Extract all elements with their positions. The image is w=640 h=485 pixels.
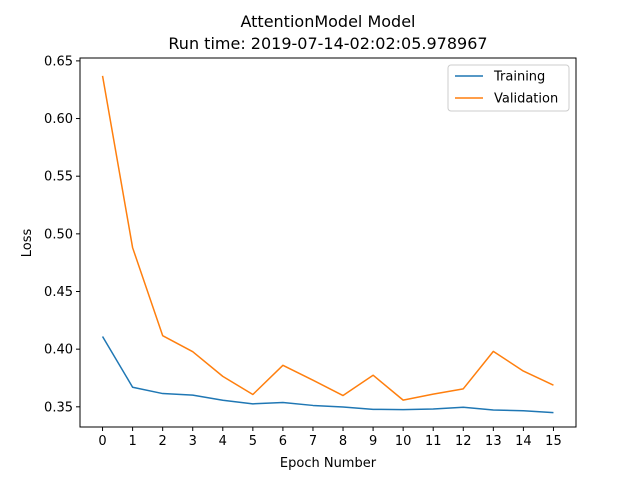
- x-tick-label: 8: [339, 434, 347, 449]
- legend-label-training: Training: [493, 70, 545, 85]
- x-tick-label: 11: [425, 434, 442, 449]
- x-tick-label: 2: [159, 434, 167, 449]
- y-tick-label: 0.35: [44, 400, 73, 415]
- chart-subtitle: Run time: 2019-07-14-02:02:05.978967: [168, 34, 487, 53]
- x-tick-label: 6: [279, 434, 287, 449]
- x-tick-label: 14: [515, 434, 532, 449]
- y-axis-ticks: 0.35 0.40 0.45 0.50 0.55 0.60 0.65: [44, 54, 80, 415]
- x-tick-label: 1: [128, 434, 136, 449]
- series-line-training: [103, 336, 554, 412]
- series-layer: [102, 76, 553, 413]
- x-tick-label: 9: [369, 434, 377, 449]
- plot-frame: [80, 58, 576, 427]
- chart-title: AttentionModel Model: [240, 12, 415, 31]
- y-tick-label: 0.50: [44, 227, 73, 242]
- x-tick-label: 4: [219, 434, 227, 449]
- legend-label-validation: Validation: [494, 92, 558, 107]
- x-tick-label: 15: [545, 434, 562, 449]
- y-axis-label: Loss: [20, 229, 35, 258]
- legend: Training Validation: [448, 65, 569, 111]
- y-tick-label: 0.55: [44, 170, 73, 185]
- y-tick-label: 0.45: [44, 285, 73, 300]
- y-tick-label: 0.60: [44, 112, 73, 127]
- series-line-validation: [103, 76, 554, 400]
- x-tick-label: 12: [455, 434, 472, 449]
- x-axis-label: Epoch Number: [280, 456, 377, 471]
- x-tick-label: 3: [189, 434, 197, 449]
- y-tick-label: 0.65: [44, 54, 73, 69]
- x-tick-label: 10: [395, 434, 412, 449]
- x-tick-label: 13: [485, 434, 502, 449]
- x-tick-label: 0: [98, 434, 106, 449]
- y-tick-label: 0.40: [44, 343, 73, 358]
- x-tick-label: 5: [249, 434, 257, 449]
- x-tick-label: 7: [309, 434, 317, 449]
